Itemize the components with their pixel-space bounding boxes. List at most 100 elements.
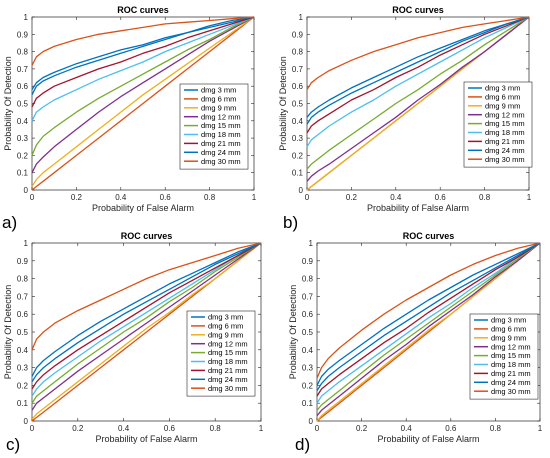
y-tick-label: 0.7	[302, 292, 314, 301]
y-tick-label: 0.6	[17, 310, 29, 319]
legend-entry: dmg 30 mm	[201, 157, 241, 166]
y-tick-label: 0	[299, 186, 304, 195]
x-tick-label: 1	[259, 424, 264, 433]
y-tick-label: 0.2	[302, 381, 314, 390]
x-tick-label: 0.6	[445, 424, 457, 433]
y-tick-label: 0	[309, 417, 314, 426]
series-line-9	[316, 242, 541, 379]
y-tick-label: 0.5	[17, 328, 29, 337]
roc-panel-2: ROC curves 0 0.2 0.4 0.6 0.8 1 0 0.1 0.2 0.3 0.4 0.5…	[278, 5, 533, 232]
y-tick-label: 0.9	[302, 257, 314, 266]
legend-entry: dmg 15 mm	[208, 348, 248, 357]
legend-entry: dmg 6 mm	[485, 93, 520, 102]
series-line-4	[316, 242, 541, 417]
chart-title: ROC curves	[403, 231, 455, 241]
series-line-3	[316, 242, 541, 422]
legend-entry: dmg 21 mm	[201, 139, 241, 148]
legend-entry: dmg 24 mm	[208, 375, 248, 384]
panel-label: d)	[295, 435, 310, 454]
x-axis-label: Probability of False Alarm	[367, 203, 469, 213]
x-tick-label: 0.8	[490, 424, 502, 433]
x-tick-label: 0	[315, 424, 320, 433]
y-axis-label: Probability Of Detection	[3, 56, 13, 151]
legend-entry: dmg 18 mm	[485, 128, 525, 137]
x-tick-label: 0	[30, 424, 35, 433]
x-tick-label: 0.6	[160, 193, 172, 202]
series-line-6	[31, 242, 262, 397]
legend-entry: dmg 30 mm	[491, 387, 531, 396]
series-line-4	[31, 16, 255, 173]
x-tick-label: 0.8	[479, 193, 491, 202]
y-tick-label: 0.8	[17, 275, 29, 284]
y-axis-label: Probability Of Detection	[3, 285, 13, 380]
x-axis-label: Probability of False Alarm	[377, 434, 479, 444]
y-tick-label: 0.1	[302, 399, 314, 408]
y-tick-label: 0.8	[292, 48, 304, 57]
legend-entry: dmg 12 mm	[201, 112, 241, 121]
series-line-5	[306, 16, 530, 170]
x-tick-label: 1	[527, 193, 532, 202]
y-tick-label: 0.9	[17, 30, 29, 39]
y-tick-label: 0.1	[17, 399, 29, 408]
y-tick-label: 0.6	[292, 82, 304, 91]
series-line-7	[306, 16, 530, 134]
y-tick-label: 0.5	[302, 328, 314, 337]
y-tick-label: 0.1	[292, 169, 304, 178]
series-line-6	[31, 16, 255, 122]
y-tick-label: 0.6	[302, 310, 314, 319]
y-tick-label: 1	[24, 239, 29, 248]
y-tick-label: 1	[24, 13, 29, 22]
legend-entry: dmg 30 mm	[208, 384, 248, 393]
legend-entry: dmg 24 mm	[485, 146, 525, 155]
roc-panel-4: ROC curves 0 0.2 0.4 0.6 0.8 1 0 0.1 0.2 0.3 0.4 0.5…	[288, 231, 543, 454]
y-tick-label: 0.3	[302, 364, 314, 373]
legend-entry: dmg 9 mm	[201, 103, 236, 112]
legend-entry: dmg 21 mm	[485, 137, 525, 146]
legend-entry: dmg 9 mm	[485, 101, 520, 110]
x-tick-label: 0.4	[118, 424, 130, 433]
y-tick-label: 0.2	[17, 381, 29, 390]
legend-entry: dmg 21 mm	[208, 366, 248, 375]
y-tick-label: 0.5	[17, 100, 29, 109]
legend-entry: dmg 9 mm	[491, 333, 526, 342]
series-line-8	[316, 242, 541, 392]
series-line-4	[31, 242, 262, 411]
series-line-8	[31, 242, 262, 383]
series-line-3	[31, 16, 255, 187]
series-line-6	[306, 16, 530, 148]
legend-entry: dmg 15 mm	[201, 121, 241, 130]
x-tick-label: 0.6	[435, 193, 447, 202]
x-tick-label: 0.6	[164, 424, 176, 433]
x-tick-label: 0	[30, 193, 35, 202]
y-axis-label: Probability Of Detection	[278, 56, 288, 151]
series-line-2	[31, 16, 255, 191]
legend-entry: dmg 18 mm	[208, 357, 248, 366]
y-tick-label: 0.8	[17, 48, 29, 57]
legend-entry: dmg 12 mm	[485, 110, 525, 119]
x-tick-label: 0.4	[390, 193, 402, 202]
legend-entry: dmg 30 mm	[485, 155, 525, 164]
series-line-1	[31, 16, 255, 96]
y-tick-label: 1	[309, 239, 314, 248]
legend-entry: dmg 3 mm	[485, 84, 520, 93]
roc-panel-3: ROC curves 0 0.2 0.4 0.6 0.8 1 0 0.1 0.2 0.3 0.4 0.5…	[3, 231, 264, 454]
x-tick-label: 0.4	[115, 193, 127, 202]
series-line-8	[31, 16, 255, 91]
panel-label: b)	[283, 213, 298, 232]
y-axis-label: Probability Of Detection	[288, 285, 298, 380]
y-tick-label: 0.7	[17, 292, 29, 301]
series-line-3	[31, 242, 262, 420]
legend-entry: dmg 18 mm	[201, 130, 241, 139]
x-tick-label: 0.8	[210, 424, 222, 433]
series-line-5	[31, 242, 262, 404]
y-tick-label: 0.4	[302, 346, 314, 355]
y-tick-label: 0.9	[292, 30, 304, 39]
y-tick-label: 0.4	[17, 346, 29, 355]
legend-entry: dmg 18 mm	[491, 360, 531, 369]
legend-entry: dmg 3 mm	[201, 86, 236, 95]
chart-title: ROC curves	[117, 5, 169, 15]
series-line-7	[316, 242, 541, 397]
